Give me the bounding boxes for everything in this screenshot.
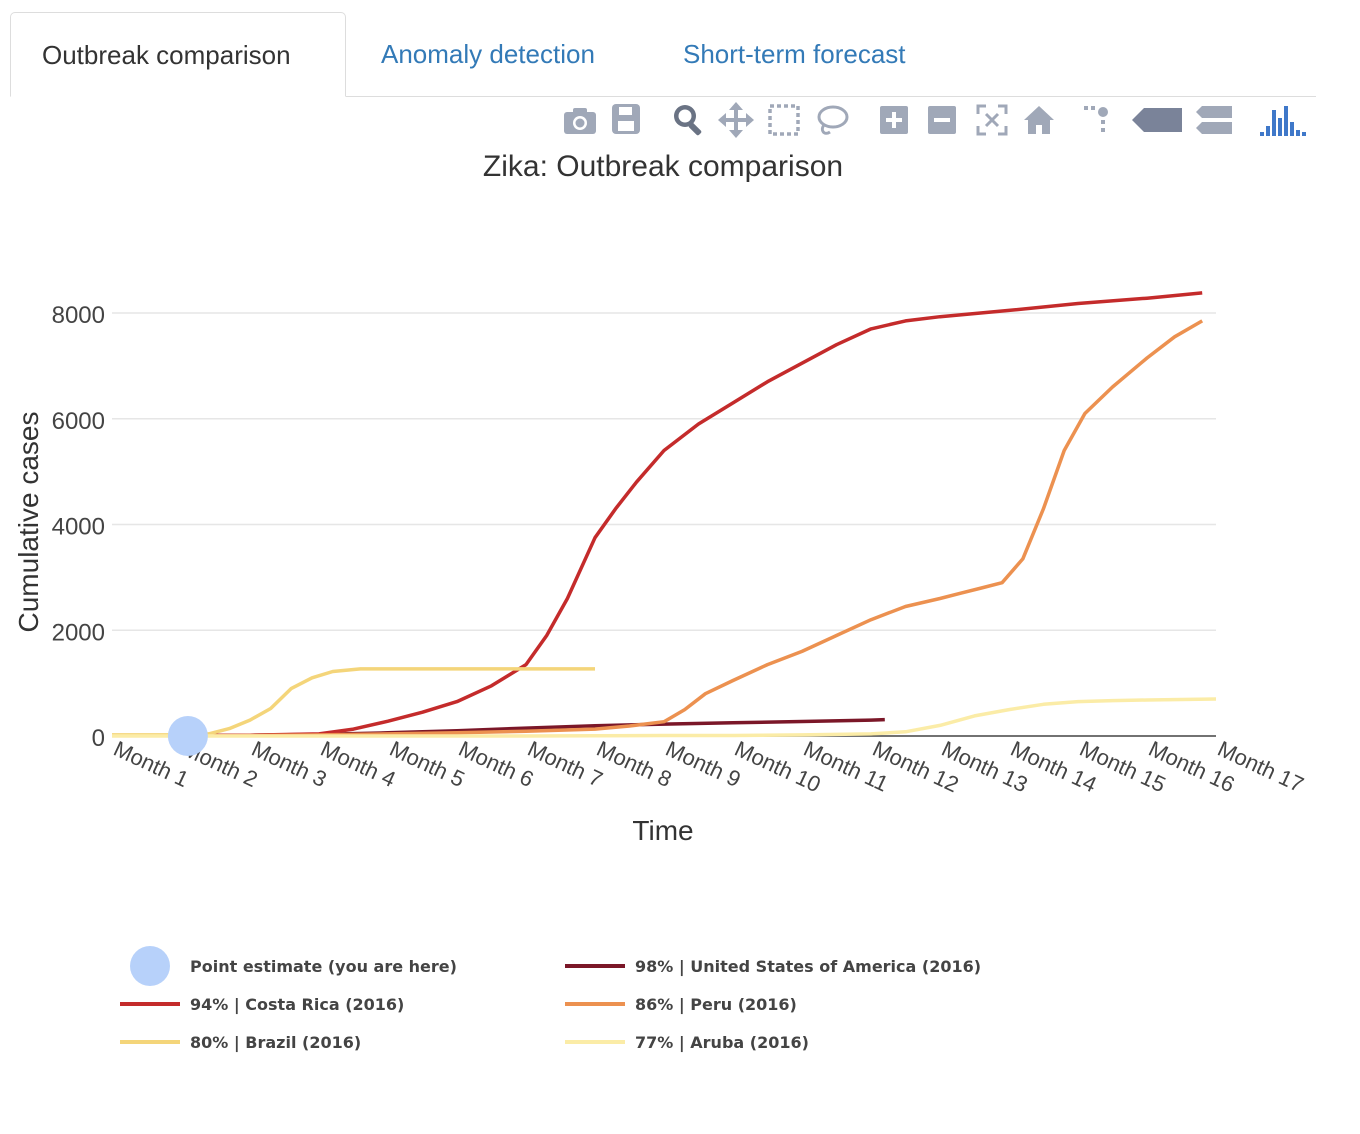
zoom-icon[interactable]	[674, 105, 702, 136]
legend-item[interactable]: 80% | Brazil (2016)	[120, 1033, 361, 1053]
x-axis-label: Time	[632, 815, 693, 846]
y-axis-ticks: 0 2000 4000 6000 8000	[52, 302, 105, 752]
legend-label: Point estimate (you are here)	[190, 957, 457, 976]
reset-axes-icon[interactable]	[1024, 106, 1054, 134]
chart-toolbar	[564, 102, 1306, 138]
x-tick-label: Month 8	[593, 736, 676, 792]
zoom-out-icon[interactable]	[928, 106, 956, 134]
y-axis-label: Cumulative cases	[13, 412, 44, 633]
x-tick-label: Month 6	[455, 736, 538, 792]
y-tick-label: 2000	[52, 619, 105, 646]
x-tick-label: Month 5	[386, 736, 469, 792]
pan-icon[interactable]	[718, 102, 754, 138]
hover-closest-icon[interactable]	[1132, 108, 1182, 132]
x-tick-label: Month 9	[662, 736, 745, 792]
x-tick-label: Month 3	[248, 736, 331, 792]
tab-bar: Outbreak comparison Anomaly detection Sh…	[10, 12, 1316, 97]
series-lines	[112, 291, 1217, 738]
chart-title: Zika: Outbreak comparison	[483, 150, 843, 183]
y-tick-label: 6000	[52, 408, 105, 435]
save-icon[interactable]	[612, 104, 640, 134]
autoscale-icon[interactable]	[976, 104, 1008, 136]
legend-label: 98% | United States of America (2016)	[635, 957, 981, 977]
point-estimate-marker[interactable]	[167, 716, 208, 756]
legend-label: 86% | Peru (2016)	[635, 995, 797, 1015]
legend-item[interactable]: 94% | Costa Rica (2016)	[120, 995, 404, 1015]
tab-outbreak-comparison[interactable]: Outbreak comparison	[10, 12, 346, 97]
series-line-3[interactable]	[112, 667, 595, 737]
legend-item[interactable]: 98% | United States of America (2016)	[565, 957, 981, 977]
y-tick-label: 4000	[52, 514, 105, 541]
plotly-logo-icon[interactable]	[1260, 106, 1306, 136]
series-line-1[interactable]	[112, 291, 1203, 738]
legend-label: 77% | Aruba (2016)	[635, 1033, 809, 1053]
point-estimate-dot[interactable]	[167, 716, 208, 756]
outbreak-chart: Zika: Outbreak comparison 0 2000 4000 6000 8…	[13, 102, 1308, 1053]
legend-item[interactable]: Point estimate (you are here)	[130, 946, 457, 986]
hover-compare-icon[interactable]	[1196, 106, 1232, 134]
tab-short-term-forecast[interactable]: Short-term forecast	[683, 39, 906, 69]
legend-label: 80% | Brazil (2016)	[190, 1033, 361, 1053]
zoom-in-icon[interactable]	[880, 106, 908, 134]
series-line-4[interactable]	[112, 697, 1217, 738]
y-tick-label: 0	[92, 725, 105, 752]
legend-label: 94% | Costa Rica (2016)	[190, 995, 404, 1015]
x-tick-label: Month 4	[317, 736, 400, 792]
toggle-spike-lines-icon[interactable]	[1084, 106, 1108, 132]
y-tick-label: 8000	[52, 302, 105, 329]
gridlines	[112, 312, 1216, 632]
x-tick-label: Month 7	[524, 736, 607, 792]
legend-item[interactable]: 77% | Aruba (2016)	[565, 1033, 809, 1053]
camera-icon[interactable]	[564, 108, 596, 134]
tab-anomaly-detection[interactable]: Anomaly detection	[381, 39, 595, 69]
legend-marker-swatch	[130, 946, 170, 986]
series-line-2[interactable]	[112, 319, 1204, 738]
box-select-icon[interactable]	[768, 104, 800, 136]
lasso-select-icon[interactable]	[817, 105, 849, 135]
legend-item[interactable]: 86% | Peru (2016)	[565, 995, 797, 1015]
legend: Point estimate (you are here) 98% | Unite…	[120, 946, 981, 1053]
